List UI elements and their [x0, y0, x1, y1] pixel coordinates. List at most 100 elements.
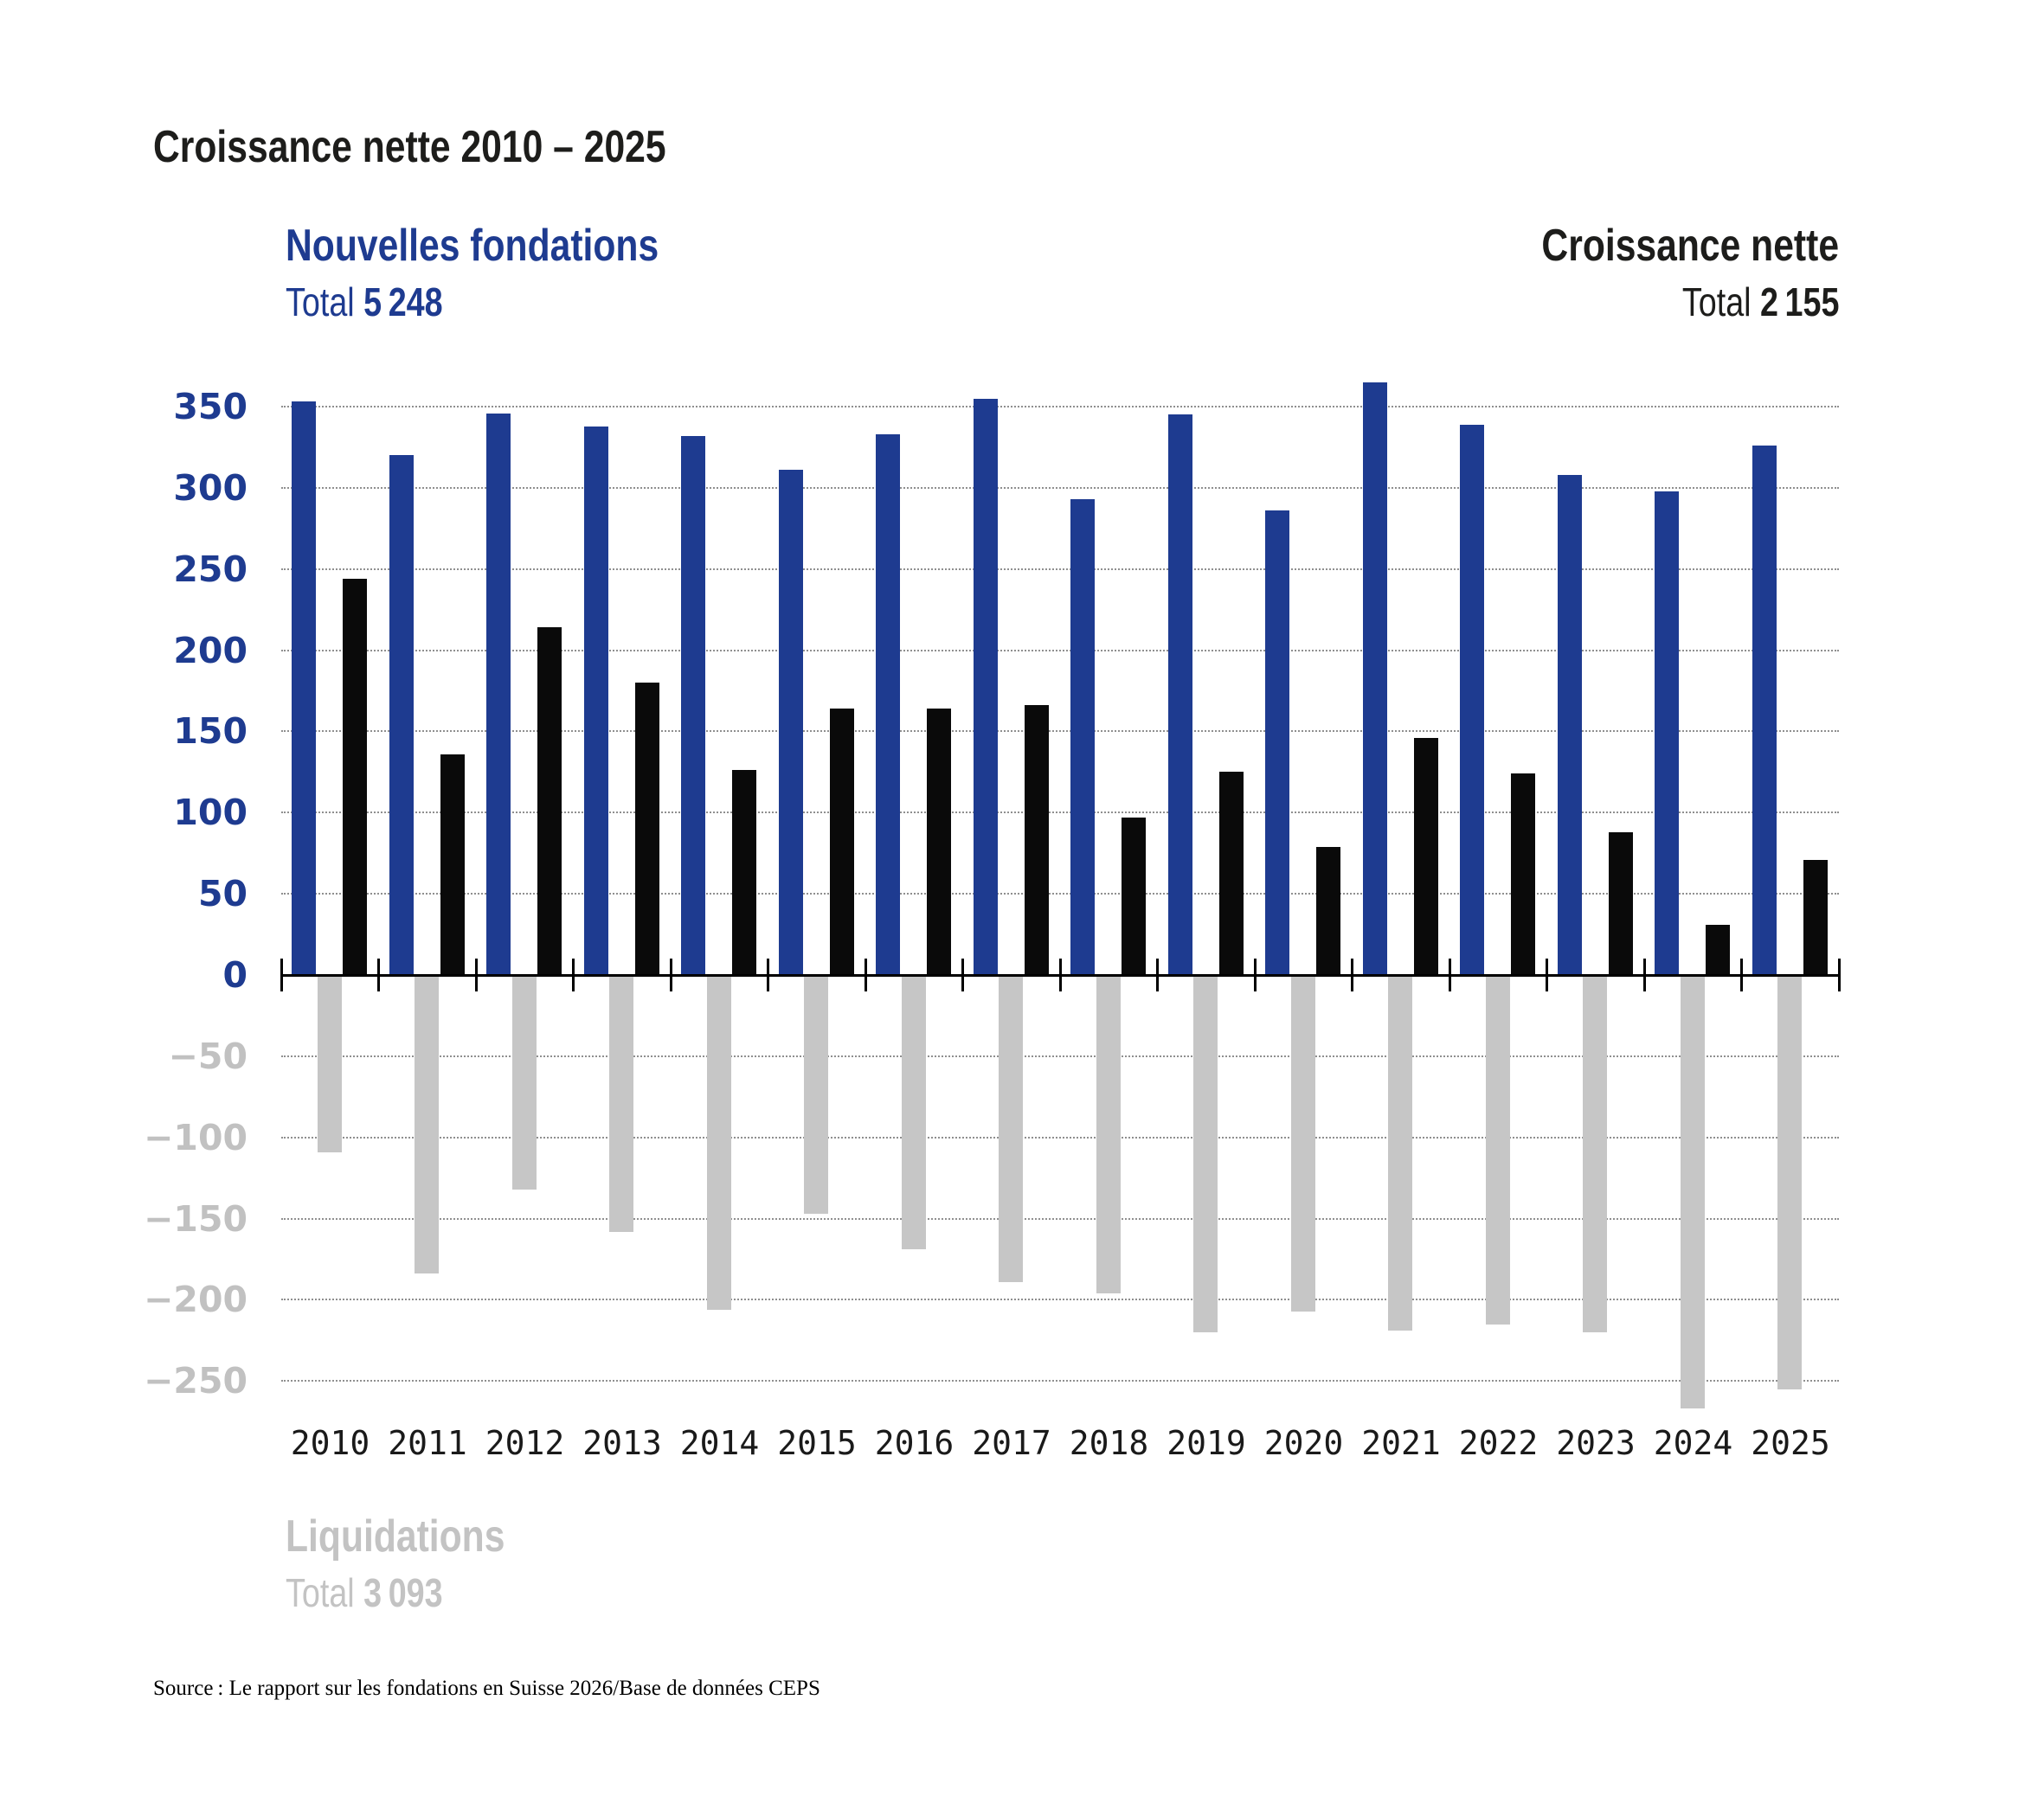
gridline-350 — [281, 406, 1839, 408]
y-axis-label--250: −250 — [144, 1360, 247, 1402]
legend-liquidations: Liquidations Total 3 093 — [286, 1514, 553, 1613]
x-axis-label-2017: 2017 — [972, 1424, 1051, 1462]
bar-croissance-nette-2012 — [537, 627, 562, 975]
x-axis-label-2021: 2021 — [1361, 1424, 1441, 1462]
x-axis-label-2020: 2020 — [1263, 1424, 1344, 1462]
x-axis-label-2024: 2024 — [1653, 1424, 1733, 1462]
x-axis-label-2025: 2025 — [1751, 1424, 1830, 1462]
x-axis-label-2012: 2012 — [485, 1424, 565, 1462]
legend-new-foundations-total-label: Total — [286, 279, 355, 324]
bar-croissance-nette-2021 — [1413, 737, 1438, 975]
y-axis-label--50: −50 — [168, 1035, 247, 1077]
x-axis-tick-9 — [1156, 959, 1159, 991]
x-axis-tick-0 — [280, 959, 283, 991]
bar-croissance-nette-2019 — [1218, 772, 1244, 975]
bar-nouvelles-fondations-2024 — [1655, 491, 1679, 975]
x-axis-tick-14 — [1642, 959, 1646, 991]
bar-liquidations-2010 — [317, 975, 342, 1152]
x-axis-tick-5 — [767, 959, 769, 991]
x-axis-label-2011: 2011 — [388, 1424, 467, 1462]
legend-liquidations-total-value: 3 093 — [363, 1570, 443, 1615]
x-axis-tick-13 — [1546, 959, 1548, 991]
bar-liquidations-2015 — [804, 975, 828, 1214]
x-axis-tick-15 — [1740, 959, 1743, 991]
x-axis-label-2023: 2023 — [1556, 1424, 1636, 1462]
y-axis-label--200: −200 — [144, 1279, 247, 1321]
x-axis-label-2014: 2014 — [679, 1424, 760, 1462]
bar-liquidations-2025 — [1777, 975, 1802, 1389]
bar-liquidations-2022 — [1485, 975, 1510, 1325]
x-axis-tick-10 — [1253, 959, 1257, 991]
bar-nouvelles-fondations-2015 — [778, 470, 803, 975]
bar-nouvelles-fondations-2014 — [681, 435, 705, 975]
x-axis-tick-1 — [377, 959, 380, 991]
bar-croissance-nette-2014 — [732, 770, 756, 975]
gridline--250 — [281, 1380, 1839, 1382]
bar-nouvelles-fondations-2022 — [1460, 424, 1484, 975]
bar-croissance-nette-2017 — [1024, 705, 1049, 975]
y-axis-label-300: 300 — [173, 466, 247, 509]
bar-nouvelles-fondations-2019 — [1167, 414, 1192, 975]
legend-net-growth-label: Croissance nette — [1541, 221, 1839, 271]
x-axis-tick-3 — [572, 959, 575, 991]
bar-croissance-nette-2025 — [1803, 859, 1828, 975]
gridline--100 — [281, 1136, 1839, 1139]
y-axis-label-50: 50 — [197, 873, 247, 915]
bar-nouvelles-fondations-2016 — [876, 433, 900, 975]
bar-liquidations-2011 — [415, 975, 439, 1274]
bar-liquidations-2012 — [511, 975, 537, 1190]
x-axis-label-2015: 2015 — [777, 1424, 857, 1462]
bar-croissance-nette-2015 — [829, 709, 854, 975]
bar-liquidations-2021 — [1388, 975, 1412, 1331]
y-axis-label-200: 200 — [173, 629, 247, 671]
bar-nouvelles-fondations-2011 — [389, 455, 414, 975]
legend-new-foundations: Nouvelles fondations Total 5 248 — [286, 223, 741, 322]
y-axis-label--100: −100 — [144, 1116, 247, 1158]
bar-croissance-nette-2020 — [1316, 846, 1340, 975]
bar-croissance-nette-2023 — [1608, 831, 1633, 975]
source-note: Source : Le rapport sur les fondations e… — [153, 1677, 820, 1700]
x-axis-label-2018: 2018 — [1069, 1424, 1149, 1462]
gridline-50 — [281, 893, 1839, 895]
bar-nouvelles-fondations-2023 — [1557, 474, 1582, 975]
gridline--50 — [281, 1055, 1839, 1057]
gridline--200 — [281, 1299, 1839, 1301]
legend-net-growth-total-label: Total — [1681, 279, 1752, 324]
y-axis-label-350: 350 — [173, 386, 247, 428]
legend-new-foundations-total-value: 5 248 — [363, 279, 443, 324]
x-axis-label-2022: 2022 — [1458, 1424, 1539, 1462]
bar-croissance-nette-2011 — [440, 754, 465, 975]
x-axis-label-2010: 2010 — [290, 1424, 370, 1462]
bar-liquidations-2014 — [706, 975, 731, 1310]
bar-liquidations-2023 — [1583, 975, 1607, 1332]
bar-liquidations-2013 — [609, 975, 633, 1232]
bar-liquidations-2016 — [901, 975, 926, 1250]
legend-liquidations-label: Liquidations — [286, 1511, 505, 1562]
x-axis-tick-7 — [961, 959, 964, 991]
bar-nouvelles-fondations-2012 — [486, 413, 511, 975]
x-axis-tick-6 — [864, 959, 867, 991]
gridline-300 — [281, 486, 1839, 489]
x-axis-tick-8 — [1058, 959, 1062, 991]
gridline-100 — [281, 811, 1839, 814]
bar-croissance-nette-2016 — [927, 709, 951, 975]
bar-croissance-nette-2010 — [343, 579, 367, 975]
bar-nouvelles-fondations-2010 — [292, 401, 316, 975]
gridline--150 — [281, 1217, 1839, 1220]
x-axis-tick-16 — [1837, 959, 1841, 991]
bar-liquidations-2017 — [999, 975, 1023, 1282]
bar-croissance-nette-2013 — [634, 683, 659, 975]
y-axis-label-0: 0 — [222, 954, 247, 996]
x-axis-label-2019: 2019 — [1167, 1424, 1246, 1462]
bar-nouvelles-fondations-2018 — [1070, 499, 1095, 975]
bar-nouvelles-fondations-2017 — [973, 398, 998, 975]
bar-croissance-nette-2024 — [1706, 924, 1730, 975]
bar-croissance-nette-2022 — [1511, 773, 1535, 975]
y-axis-label-100: 100 — [173, 792, 247, 834]
bar-croissance-nette-2018 — [1122, 817, 1146, 975]
bar-nouvelles-fondations-2013 — [583, 426, 608, 975]
gridline-150 — [281, 730, 1839, 733]
bar-nouvelles-fondations-2021 — [1362, 382, 1387, 975]
gridline-250 — [281, 568, 1839, 570]
